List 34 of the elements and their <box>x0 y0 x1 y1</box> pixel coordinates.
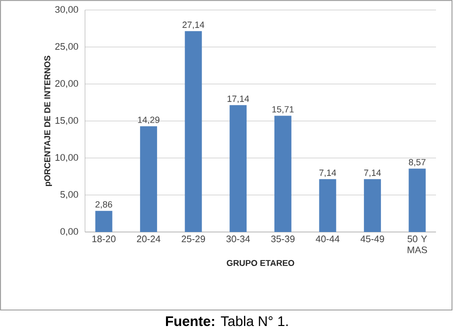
bar <box>274 116 292 232</box>
x-axis-title: GRUPO ETAREO <box>226 260 294 266</box>
y-tick-label: 0,00 <box>60 228 78 236</box>
bar <box>408 168 426 232</box>
bar <box>319 179 336 232</box>
x-tick-label: 25-29 <box>182 236 205 242</box>
data-label: 15,71 <box>272 106 294 114</box>
x-tick-label: 50 Y MAS <box>408 236 428 254</box>
bar <box>230 105 247 232</box>
data-label: 7,14 <box>319 170 336 177</box>
x-tick-label: 45-49 <box>360 236 384 242</box>
y-tick-label: 5,00 <box>60 191 78 199</box>
x-tick-label: 30-34 <box>226 236 250 242</box>
x-tick-label: 18-20 <box>92 236 116 242</box>
y-tick-label: 25,00 <box>55 43 78 51</box>
y-tick-label: 10,00 <box>56 154 78 162</box>
x-tick-label: 35-39 <box>271 236 295 242</box>
data-label: 2,86 <box>96 201 112 209</box>
y-tick-label: 15,00 <box>56 117 78 125</box>
data-label: 7,14 <box>364 170 381 177</box>
bar <box>140 126 158 232</box>
text: Fuente: Tabla N° 1. <box>166 316 288 326</box>
data-label: 17,14 <box>228 96 250 103</box>
y-tick-label: 30,00 <box>55 6 78 14</box>
y-axis-title: pORCENTAJE DE DE INTERNOS <box>44 56 52 186</box>
bar <box>184 31 202 232</box>
x-tick-label: 20-24 <box>136 236 160 242</box>
data-label: 8,57 <box>408 158 426 166</box>
data-label: 14,29 <box>138 116 160 124</box>
x-tick-label: 40-44 <box>316 236 340 242</box>
bar <box>95 210 112 232</box>
bar <box>364 179 381 232</box>
y-tick-label: 20,00 <box>55 80 78 88</box>
data-label: 27,14 <box>182 22 204 29</box>
